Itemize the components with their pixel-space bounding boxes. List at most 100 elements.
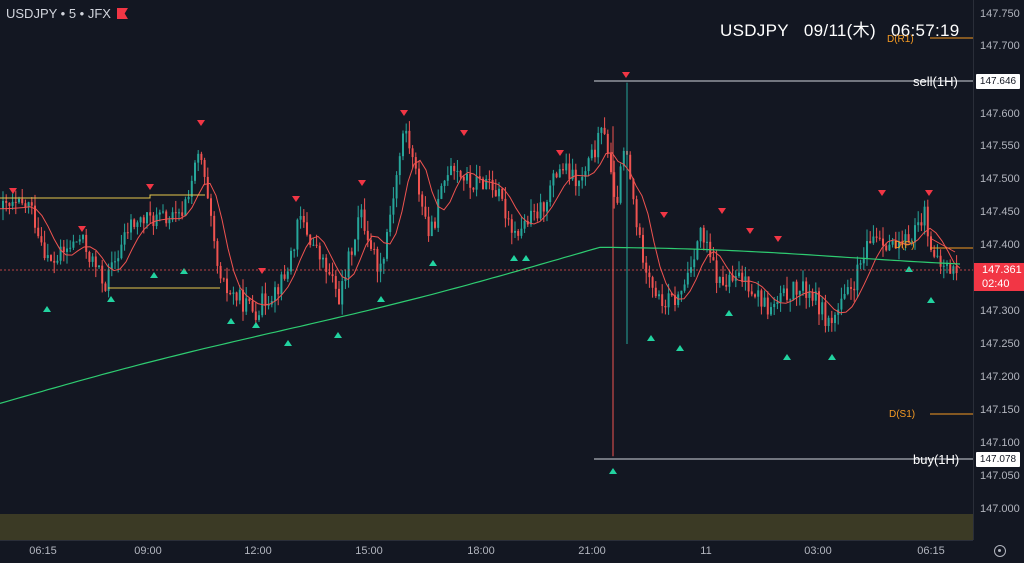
candle-body	[50, 255, 52, 261]
candle-body	[213, 215, 216, 242]
candle-body	[850, 287, 852, 289]
candle-body	[565, 163, 568, 171]
candle-body	[558, 169, 561, 178]
candle-body	[533, 210, 536, 212]
candle-body	[530, 210, 532, 225]
candle-body	[632, 178, 635, 200]
candle-body	[254, 311, 257, 320]
candle-body	[280, 274, 283, 295]
candle-body	[907, 234, 910, 243]
candle-body	[34, 205, 36, 228]
clock-time: 06:57:19	[890, 21, 960, 40]
sell-signal-marker	[622, 72, 630, 78]
candle-body	[878, 237, 881, 239]
symbol-label[interactable]: USDJPY • 5 • JFX	[6, 6, 128, 21]
candle-body	[894, 240, 897, 249]
candle-body	[98, 265, 100, 268]
pivot-p-label: D(P)	[894, 240, 915, 251]
price-tick: 147.550	[980, 140, 1020, 152]
candle-body	[654, 287, 657, 297]
candle-body	[94, 256, 97, 268]
candle-body	[443, 180, 446, 186]
candle-body	[808, 292, 811, 298]
candle-body	[66, 248, 68, 252]
candle-body	[776, 302, 779, 305]
sell-line-label: sell(1H)	[913, 74, 958, 89]
candle-body	[363, 209, 366, 231]
candle-body	[494, 190, 497, 197]
candle-body	[798, 290, 801, 295]
candle-body	[24, 203, 27, 208]
candle-body	[670, 293, 673, 296]
candle-body	[309, 234, 312, 245]
candle-body	[251, 301, 254, 312]
candlesticks	[2, 82, 958, 457]
price-tick: 147.400	[980, 239, 1020, 251]
candle-body	[408, 130, 411, 149]
candle-body	[136, 222, 139, 227]
candle-body	[30, 202, 33, 206]
candle-body	[706, 241, 708, 243]
candle-body	[398, 156, 401, 176]
candle-body	[232, 292, 235, 294]
candle-body	[866, 241, 868, 259]
candle-body	[770, 307, 772, 315]
price-tick: 147.150	[980, 404, 1020, 416]
pivot-s1-label: D(S1)	[889, 409, 916, 420]
candle-body	[107, 269, 110, 291]
price-tick: 147.000	[980, 503, 1020, 515]
sell-signal-marker	[400, 110, 408, 116]
candle-body	[936, 255, 939, 257]
sell-signal-marker	[746, 228, 754, 234]
flag-icon[interactable]	[117, 8, 128, 19]
price-axis[interactable]: 147.750 147.700 147.646 147.600 147.550 …	[973, 0, 1024, 540]
time-axis[interactable]: 06:15 09:00 12:00 15:00 18:00 21:00 11 0…	[0, 540, 973, 563]
candle-body	[418, 168, 420, 195]
candle-body	[219, 265, 222, 279]
time-tick: 21:00	[578, 545, 606, 557]
candle-body	[376, 248, 379, 272]
candle-body	[904, 234, 907, 245]
settings-icon[interactable]	[994, 545, 1006, 557]
price-tick: 147.500	[980, 173, 1020, 185]
candle-body	[664, 305, 667, 308]
time-tick: 18:00	[467, 545, 495, 557]
candle-body	[331, 274, 334, 277]
candle-body	[491, 179, 494, 191]
candle-body	[14, 201, 17, 203]
chart-area[interactable]: USDJPY • 5 • JFX USDJPY 09/11(木) 06:57:1…	[0, 0, 973, 540]
candle-body	[635, 199, 638, 228]
candle-body	[299, 215, 302, 220]
candle-body	[741, 272, 744, 282]
candle-body	[206, 176, 209, 199]
candle-body	[82, 234, 84, 240]
candle-body	[446, 175, 449, 181]
candle-body	[571, 169, 574, 180]
candle-body	[930, 236, 932, 251]
sell-signal-marker	[660, 212, 668, 218]
candle-body	[424, 206, 427, 217]
candle-body	[898, 241, 900, 249]
candle-body	[472, 187, 475, 190]
candle-body	[120, 244, 123, 259]
price-chart[interactable]	[0, 0, 973, 540]
candle-body	[222, 278, 225, 280]
candle-body	[766, 297, 769, 315]
candle-body	[514, 230, 516, 233]
candle-body	[818, 291, 820, 315]
candle-body	[549, 185, 552, 203]
candle-body	[402, 133, 404, 157]
candle-body	[782, 288, 785, 294]
candle-body	[501, 188, 504, 199]
candle-body	[286, 271, 289, 279]
candle-body	[8, 202, 11, 206]
candle-body	[139, 217, 142, 223]
clock-symbol: USDJPY	[720, 21, 789, 40]
candle-body	[386, 232, 388, 259]
candle-body	[846, 287, 849, 294]
candle-body	[469, 173, 472, 188]
candle-body	[165, 211, 168, 224]
buy-signal-marker	[905, 266, 913, 272]
candle-body	[341, 281, 344, 305]
candle-body	[568, 163, 571, 180]
